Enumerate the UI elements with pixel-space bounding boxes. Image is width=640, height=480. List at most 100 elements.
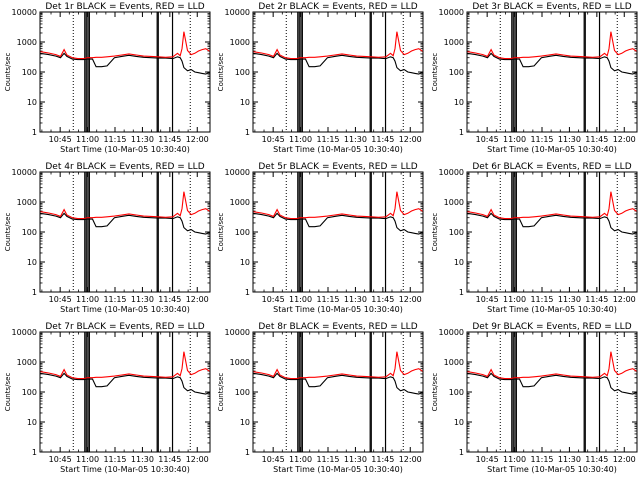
y-axis-label: Counts/sec xyxy=(217,53,225,92)
x-axis-label: Start Time (10-Mar-05 10:30:40) xyxy=(273,305,403,314)
y-tick-label: 10000 xyxy=(225,328,250,337)
y-axis-label: Counts/sec xyxy=(431,53,439,92)
events-series-line xyxy=(466,52,638,75)
events-series-line xyxy=(252,212,424,235)
events-series-line xyxy=(39,212,211,235)
y-tick-label: 10 xyxy=(27,98,37,107)
plot-frame xyxy=(252,11,424,133)
y-tick-label: 10 xyxy=(454,98,464,107)
plot-frame xyxy=(466,11,638,133)
x-tick-label: 12:00 xyxy=(399,455,422,464)
x-axis-label: Start Time (10-Mar-05 10:30:40) xyxy=(487,465,617,474)
y-tick-label: 1 xyxy=(32,128,37,137)
y-tick-label: 10000 xyxy=(12,168,37,177)
x-tick-label: 11:30 xyxy=(344,295,367,304)
panel-title: Det 2r BLACK = Events, RED = LLD xyxy=(258,2,417,12)
x-tick-label: 11:45 xyxy=(371,295,394,304)
y-tick-label: 10 xyxy=(240,98,250,107)
x-tick-label: 12:00 xyxy=(399,295,422,304)
x-tick-label: 11:30 xyxy=(131,135,154,144)
plot-frame xyxy=(252,171,424,293)
y-tick-label: 100 xyxy=(235,388,250,397)
x-tick-label: 12:00 xyxy=(613,295,636,304)
panel-title: Det 5r BLACK = Events, RED = LLD xyxy=(258,162,417,172)
detector-panel-3: Det 3r BLACK = Events, RED = LLD Counts/s… xyxy=(431,2,638,154)
y-tick-label: 100 xyxy=(449,388,464,397)
x-tick-label: 11:45 xyxy=(585,455,608,464)
events-series-line xyxy=(252,52,424,75)
x-tick-label: 11:45 xyxy=(371,455,394,464)
x-tick-label: 10:45 xyxy=(262,455,285,464)
plot-frame xyxy=(466,331,638,453)
x-axis-label: Start Time (10-Mar-05 10:30:40) xyxy=(273,465,403,474)
y-tick-label: 10000 xyxy=(12,8,37,17)
y-tick-label: 10 xyxy=(27,418,37,427)
y-tick-label: 1 xyxy=(459,448,464,457)
y-tick-label: 1 xyxy=(245,448,250,457)
y-tick-label: 1000 xyxy=(17,38,37,47)
x-axis-label: Start Time (10-Mar-05 10:30:40) xyxy=(487,305,617,314)
x-tick-label: 11:30 xyxy=(344,135,367,144)
panel-title: Det 7r BLACK = Events, RED = LLD xyxy=(45,322,204,332)
y-tick-label: 1000 xyxy=(230,38,250,47)
detector-panel-5: Det 5r BLACK = Events, RED = LLD Counts/s… xyxy=(217,162,424,314)
x-tick-label: 10:45 xyxy=(262,135,285,144)
x-tick-label: 11:00 xyxy=(76,455,99,464)
y-axis-label: Counts/sec xyxy=(217,213,225,252)
x-tick-label: 11:00 xyxy=(503,135,526,144)
y-tick-label: 1 xyxy=(459,288,464,297)
lld-series-line xyxy=(466,351,638,380)
x-tick-label: 11:15 xyxy=(316,295,339,304)
x-tick-label: 10:45 xyxy=(476,455,499,464)
y-tick-label: 1000 xyxy=(444,358,464,367)
lld-series-line xyxy=(39,31,211,60)
panel-title: Det 9r BLACK = Events, RED = LLD xyxy=(472,322,631,332)
y-axis-label: Counts/sec xyxy=(431,213,439,252)
lld-series-line xyxy=(252,31,424,60)
x-tick-label: 10:45 xyxy=(476,135,499,144)
y-tick-label: 1 xyxy=(32,288,37,297)
y-axis-label: Counts/sec xyxy=(4,213,12,252)
x-tick-label: 11:45 xyxy=(158,455,181,464)
y-axis-label: Counts/sec xyxy=(4,373,12,412)
x-tick-label: 11:00 xyxy=(289,135,312,144)
detector-panel-2: Det 2r BLACK = Events, RED = LLD Counts/s… xyxy=(217,2,424,154)
y-tick-label: 10000 xyxy=(12,328,37,337)
x-tick-label: 12:00 xyxy=(186,455,209,464)
x-tick-label: 11:00 xyxy=(76,295,99,304)
events-series-line xyxy=(252,372,424,395)
lld-series-line xyxy=(252,351,424,380)
events-series-line xyxy=(39,372,211,395)
x-tick-label: 11:00 xyxy=(289,455,312,464)
x-tick-label: 11:30 xyxy=(558,295,581,304)
x-tick-label: 12:00 xyxy=(186,135,209,144)
detector-panel-9: Det 9r BLACK = Events, RED = LLD Counts/s… xyxy=(431,322,638,474)
y-tick-label: 100 xyxy=(449,68,464,77)
y-tick-label: 10000 xyxy=(439,8,464,17)
x-tick-label: 10:45 xyxy=(262,295,285,304)
y-tick-label: 100 xyxy=(22,388,37,397)
y-tick-label: 10000 xyxy=(225,168,250,177)
y-tick-label: 10 xyxy=(240,418,250,427)
x-tick-label: 11:30 xyxy=(558,455,581,464)
y-tick-label: 1000 xyxy=(17,198,37,207)
x-tick-label: 11:15 xyxy=(316,135,339,144)
x-axis-label: Start Time (10-Mar-05 10:30:40) xyxy=(60,465,190,474)
x-tick-label: 11:15 xyxy=(316,455,339,464)
x-tick-label: 11:45 xyxy=(371,135,394,144)
y-tick-label: 10 xyxy=(454,418,464,427)
y-tick-label: 1000 xyxy=(230,358,250,367)
lld-series-line xyxy=(466,31,638,60)
x-tick-label: 11:15 xyxy=(530,135,553,144)
x-tick-label: 11:00 xyxy=(76,135,99,144)
x-tick-label: 11:30 xyxy=(131,295,154,304)
x-tick-label: 12:00 xyxy=(186,295,209,304)
x-tick-label: 11:00 xyxy=(289,295,312,304)
y-axis-label: Counts/sec xyxy=(431,373,439,412)
y-tick-label: 1 xyxy=(245,288,250,297)
y-tick-label: 10 xyxy=(454,258,464,267)
y-tick-label: 10000 xyxy=(225,8,250,17)
plot-frame xyxy=(39,11,211,133)
y-tick-label: 1 xyxy=(32,448,37,457)
x-tick-label: 10:45 xyxy=(49,135,72,144)
